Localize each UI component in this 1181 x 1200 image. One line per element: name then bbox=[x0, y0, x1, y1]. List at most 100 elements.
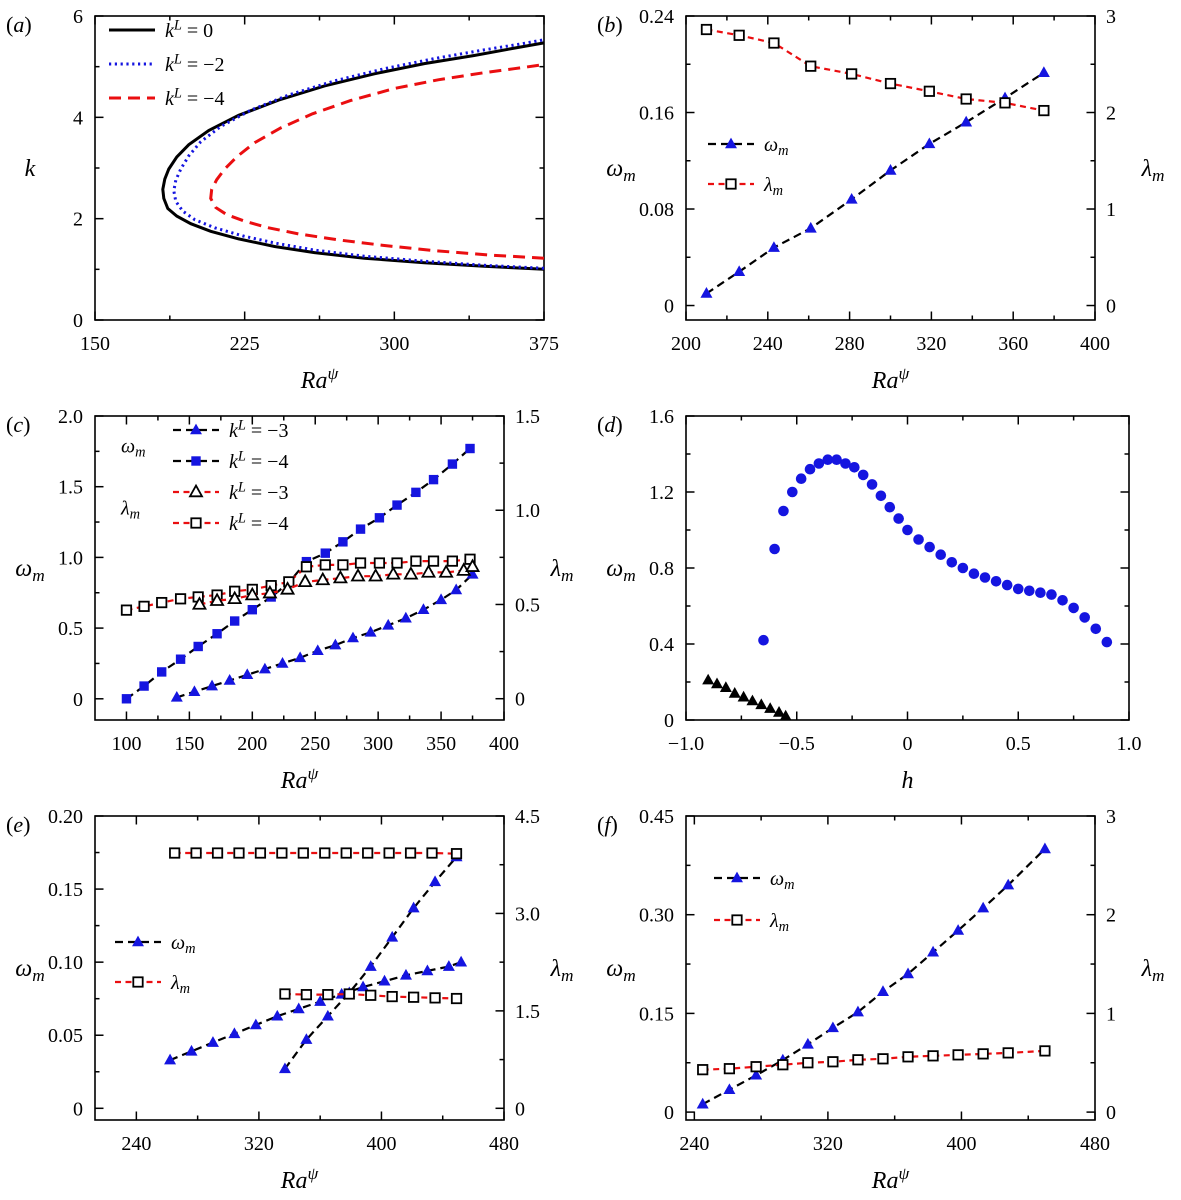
legend-label: kL = 0 bbox=[165, 17, 213, 42]
y-right-tick-label: 2 bbox=[1106, 905, 1116, 927]
legend-label: kL = −2 bbox=[165, 51, 224, 76]
x-axis-label: h bbox=[902, 768, 914, 794]
y-right-tick-label: 1 bbox=[1106, 199, 1116, 221]
plot-frame bbox=[94, 15, 545, 321]
y-left-tick-label: 1.0 bbox=[58, 547, 83, 569]
y-left-axis-label: k bbox=[25, 156, 36, 182]
y-left-tick-label: 0.15 bbox=[48, 879, 83, 901]
y-left-tick-label: 0.16 bbox=[639, 103, 674, 125]
y-right-axis-label: λm bbox=[1141, 956, 1165, 985]
y-right-axis-label: λm bbox=[550, 556, 574, 585]
y-left-axis-label: ωm bbox=[15, 556, 44, 585]
legend-label: ωm bbox=[764, 134, 789, 159]
plot-frame bbox=[685, 815, 1096, 1121]
x-axis-label: Raψ bbox=[871, 1164, 910, 1194]
x-tick-label: 360 bbox=[998, 333, 1028, 355]
x-tick-label: 1.0 bbox=[1117, 733, 1142, 755]
x-tick-label: 320 bbox=[916, 333, 946, 355]
x-axis-label: Raψ bbox=[280, 1164, 319, 1194]
legend-group-label: ωm bbox=[121, 436, 146, 461]
y-left-tick-label: 0.24 bbox=[639, 6, 674, 28]
x-axis-label: Raψ bbox=[871, 364, 910, 394]
y-left-tick-label: 0 bbox=[73, 689, 83, 711]
x-tick-label: 400 bbox=[946, 1133, 976, 1155]
x-tick-label: 280 bbox=[835, 333, 865, 355]
y-left-tick-label: 0.20 bbox=[48, 806, 83, 828]
y-right-tick-label: 0 bbox=[1106, 1102, 1116, 1124]
panel-label: (e) bbox=[6, 812, 30, 837]
y-right-tick-label: 1.5 bbox=[515, 1001, 540, 1023]
legend-label: kL = −3 bbox=[229, 417, 288, 442]
legend-group-label: λm bbox=[120, 498, 140, 523]
y-right-tick-label: 1 bbox=[1106, 1003, 1116, 1025]
x-tick-label: 240 bbox=[121, 1133, 151, 1155]
panel-label: (b) bbox=[597, 12, 623, 37]
y-left-tick-label: 6 bbox=[73, 6, 83, 28]
panel-a-chart: 150 225 300 375 0 2 4 6 Raψ k (a) kL = 0 kL = −2 kL =… bbox=[0, 0, 590, 400]
y-left-tick-label: 0 bbox=[664, 710, 674, 732]
legend-label: ωm bbox=[770, 868, 795, 893]
y-left-tick-label: 0 bbox=[664, 1102, 674, 1124]
x-tick-label: 320 bbox=[244, 1133, 274, 1155]
x-tick-label: 300 bbox=[379, 333, 409, 355]
y-left-tick-label: 0.30 bbox=[639, 905, 674, 927]
x-tick-label: −0.5 bbox=[779, 733, 815, 755]
x-tick-label: 150 bbox=[174, 733, 204, 755]
plot-frame bbox=[685, 415, 1130, 721]
x-tick-label: 400 bbox=[1080, 333, 1110, 355]
panel-c-chart: 100 150 200 250 300 350 400 0 0.5 1.0 1.5 2.0 0 0.5 1.… bbox=[0, 400, 590, 800]
y-right-tick-label: 4.5 bbox=[515, 806, 540, 828]
series-line-lambda_kL-3 bbox=[199, 565, 473, 606]
plot-frame bbox=[94, 815, 505, 1121]
x-tick-label: 100 bbox=[111, 733, 141, 755]
y-left-tick-label: 0.10 bbox=[48, 952, 83, 974]
y-right-tick-label: 3 bbox=[1106, 6, 1116, 28]
series-line-lambda_m bbox=[706, 28, 1045, 112]
y-left-tick-label: 0.5 bbox=[58, 618, 83, 640]
y-left-axis-label: ωm bbox=[15, 956, 44, 985]
legend-label: λm bbox=[769, 910, 789, 935]
x-axis-label: Raψ bbox=[280, 764, 319, 794]
panel-f-chart: 240 320 400 480 0 0.15 0.30 0.45 0 1 2 3 Raψ ωm λm (f) ω… bbox=[591, 800, 1181, 1200]
legend-label: kL = −4 bbox=[229, 510, 288, 535]
y-left-tick-label: 0 bbox=[664, 296, 674, 318]
series-line-kL0 bbox=[161, 41, 545, 271]
y-right-tick-label: 2 bbox=[1106, 103, 1116, 125]
legend-label: λm bbox=[170, 972, 190, 997]
y-right-tick-label: 3.0 bbox=[515, 903, 540, 925]
plot-frame bbox=[94, 415, 505, 721]
x-tick-label: 0 bbox=[903, 733, 913, 755]
x-tick-label: 150 bbox=[80, 333, 110, 355]
series-line-omega_m bbox=[705, 71, 1045, 295]
x-tick-label: 320 bbox=[813, 1133, 843, 1155]
y-right-tick-label: 0 bbox=[1106, 296, 1116, 318]
panel-e-chart: 240 320 400 480 0 0.05 0.10 0.15 0.20 0 1.5 3.0 4.5 R… bbox=[0, 800, 590, 1200]
y-left-tick-label: 0 bbox=[73, 310, 83, 332]
y-left-tick-label: 0.8 bbox=[649, 558, 674, 580]
legend-label: λm bbox=[763, 174, 783, 199]
panel-b-chart: 200 240 280 320 360 400 0 0.08 0.16 0.24 0 1 2 3 Raψ ωm… bbox=[591, 0, 1181, 400]
x-axis-label: Raψ bbox=[300, 364, 339, 394]
y-left-tick-label: 2.0 bbox=[58, 406, 83, 428]
panel-label: (a) bbox=[6, 12, 32, 37]
series-line-kL-4 bbox=[209, 63, 545, 260]
y-left-tick-label: 2 bbox=[73, 209, 83, 231]
y-right-tick-label: 0 bbox=[515, 689, 525, 711]
y-left-tick-label: 4 bbox=[73, 107, 83, 129]
x-tick-label: 0.5 bbox=[1006, 733, 1031, 755]
x-tick-label: 200 bbox=[671, 333, 701, 355]
y-left-tick-label: 0.4 bbox=[649, 634, 674, 656]
y-left-tick-label: 1.5 bbox=[58, 477, 83, 499]
y-left-tick-label: 1.6 bbox=[649, 406, 674, 428]
x-tick-label: 400 bbox=[489, 733, 519, 755]
x-tick-label: 300 bbox=[363, 733, 393, 755]
y-right-tick-label: 0 bbox=[515, 1098, 525, 1120]
x-tick-label: 200 bbox=[237, 733, 267, 755]
y-left-tick-label: 0 bbox=[73, 1098, 83, 1120]
x-tick-label: 480 bbox=[1080, 1133, 1110, 1155]
y-left-axis-label: ωm bbox=[606, 956, 635, 985]
y-right-tick-label: 1.5 bbox=[515, 406, 540, 428]
panel-d-chart: −1.0 −0.5 0 0.5 1.0 0 0.4 0.8 1.2 1.6 h ωm (d) bbox=[591, 400, 1181, 800]
x-tick-label: 350 bbox=[426, 733, 456, 755]
